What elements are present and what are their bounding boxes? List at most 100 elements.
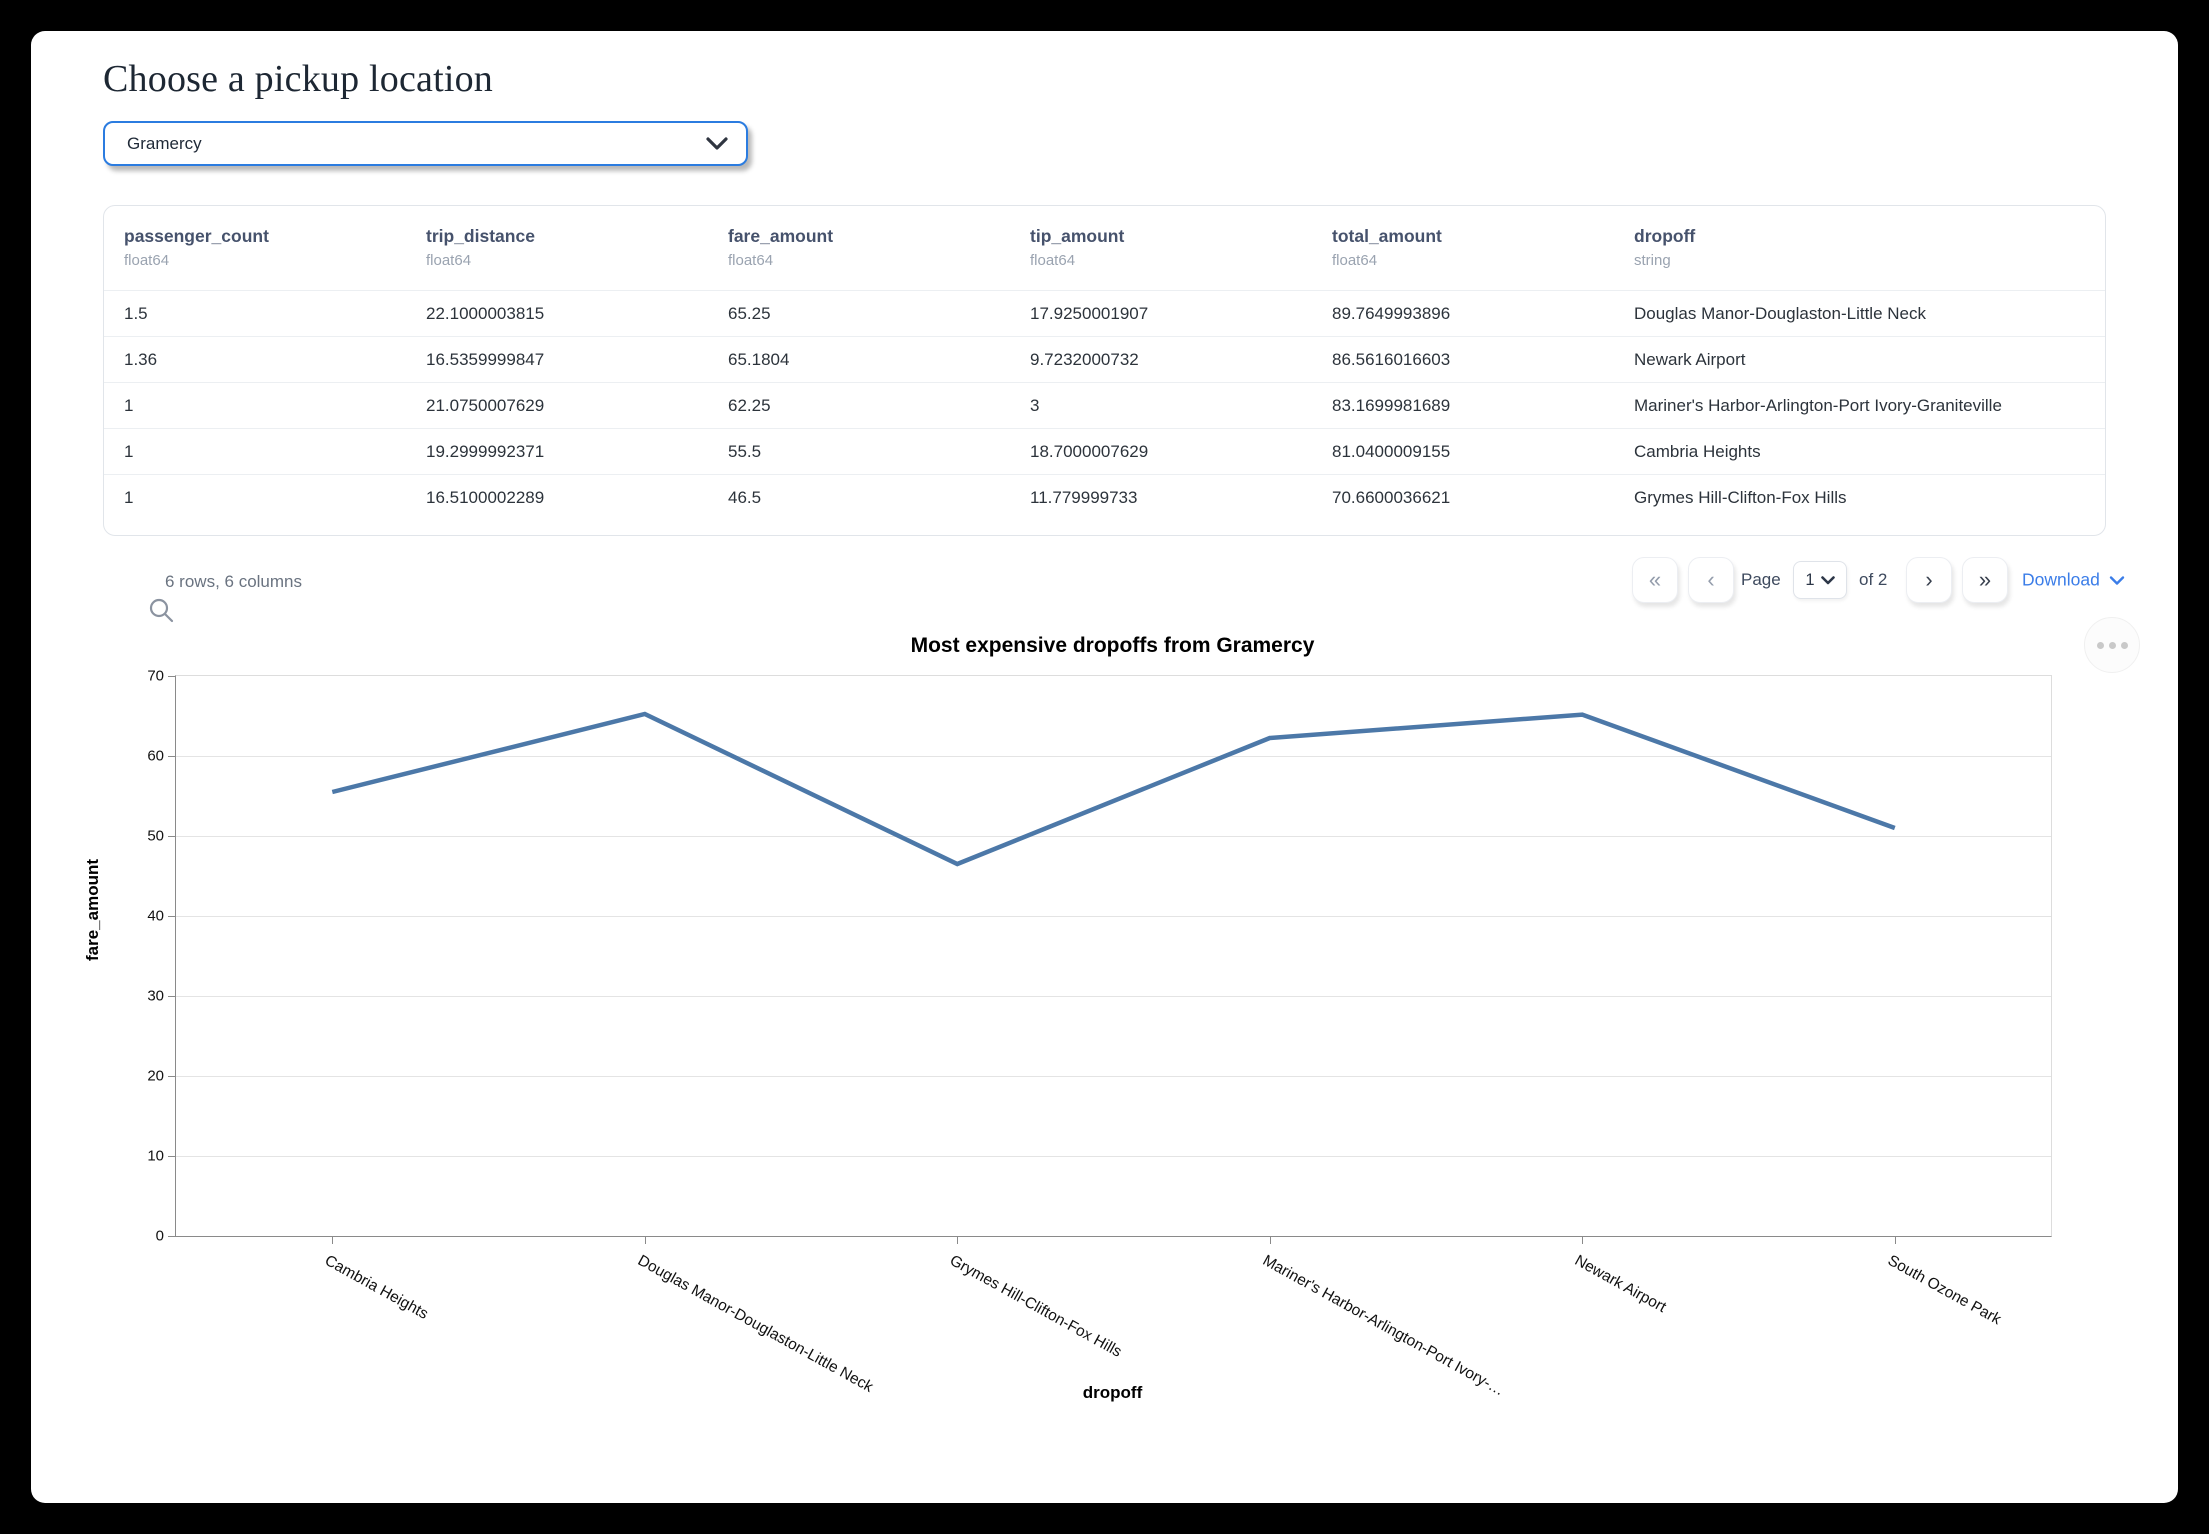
previous-page-icon: ‹	[1707, 567, 1715, 592]
y-axis-tick-label: 60	[147, 747, 164, 765]
first-page-icon: «	[1648, 567, 1662, 592]
table-cell: 16.5359999847	[426, 349, 545, 369]
table-summary: 6 rows, 6 columns	[165, 572, 302, 591]
table-cell: 21.0750007629	[426, 395, 545, 415]
table-cell: Newark Airport	[1634, 349, 1746, 369]
column-dtype: float64	[1332, 252, 1378, 269]
column-header-trip_distance[interactable]: trip_distance float64	[426, 226, 728, 290]
previous-page-button[interactable]: ‹	[1688, 557, 1734, 603]
pickup-location-select[interactable]: Gramercy	[103, 121, 748, 166]
line-series	[331, 711, 1896, 867]
x-axis-tick-label: Douglas Manor-Douglaston-Little Neck	[634, 1252, 876, 1396]
chart-plot-area: 0 10 20 30 40 50 60 70 Cambria Heights Douglas Ma…	[147, 668, 2052, 1399]
gridline	[176, 916, 2051, 917]
table-cell: 1.36	[124, 349, 158, 369]
table-row[interactable]: 1 21.0750007629 62.25 3 83.1699981689 Mariner…	[104, 382, 2105, 428]
table-cell: 62.25	[728, 395, 771, 415]
next-page-button[interactable]: ›	[1906, 557, 1952, 603]
table-cell: 70.6600036621	[1332, 487, 1451, 507]
table-cell: 11.779999733	[1030, 487, 1138, 507]
last-page-icon: »	[1978, 567, 1992, 592]
x-axis-title: dropoff	[1082, 1383, 1143, 1402]
x-axis-tick-label: Grymes Hill-Clifton-Fox Hills	[947, 1252, 1125, 1361]
column-name: fare_amount	[728, 226, 834, 246]
chart-title: Most expensive dropoffs from Gramercy	[910, 634, 1315, 657]
y-axis-tick	[168, 1156, 175, 1157]
search-icon[interactable]	[148, 597, 176, 630]
table-row[interactable]: 1.5 22.1000003815 65.25 17.9250001907 89.764…	[104, 290, 2105, 336]
table-cell: 3	[1030, 395, 1040, 415]
table-cell: 1	[124, 441, 134, 461]
pickup-location-value: Gramercy	[127, 133, 202, 153]
download-label: Download	[2022, 569, 2100, 590]
x-axis-tick	[957, 1237, 959, 1244]
ellipsis-icon	[2108, 641, 2116, 649]
column-header-total_amount[interactable]: total_amount float64	[1332, 226, 1634, 290]
gridline	[176, 1076, 2051, 1077]
y-axis-tick	[168, 996, 175, 997]
table-cell: 46.5	[728, 487, 762, 507]
table-cell: 19.2999992371	[426, 441, 545, 461]
y-axis-tick	[168, 1236, 175, 1237]
y-axis-tick-label: 0	[155, 1227, 164, 1245]
gridline	[176, 836, 2051, 837]
table-cell: Douglas Manor-Douglaston-Little Neck	[1634, 303, 1926, 323]
table-row[interactable]: 1.36 16.5359999847 65.1804 9.7232000732 86.5…	[104, 336, 2105, 382]
page-number-select[interactable]: 1	[1793, 561, 1847, 599]
table-cell: 65.1804	[728, 349, 790, 369]
y-axis-tick	[168, 836, 175, 837]
table-cell: 86.5616016603	[1332, 349, 1451, 369]
table-cell: 65.25	[728, 303, 771, 323]
x-axis-tick-label: Mariner's Harbor-Arlington-Port Ivory-…	[1259, 1252, 1507, 1400]
chart-menu-button[interactable]	[2084, 617, 2140, 673]
last-page-button[interactable]: »	[1962, 557, 2008, 603]
y-axis-tick-label: 40	[147, 907, 164, 925]
table-cell: 1.5	[124, 303, 148, 323]
y-axis-tick	[168, 1076, 175, 1077]
y-axis-tick-label: 20	[147, 1067, 164, 1085]
y-axis-tick-label: 50	[147, 827, 164, 845]
table-header-row: passenger_count float64 trip_distance float…	[104, 206, 2105, 290]
column-header-dropoff[interactable]: dropoff string	[1634, 226, 2105, 290]
page-of-label: of 2	[1859, 570, 1888, 589]
column-dtype: float64	[124, 252, 170, 269]
x-axis-tick	[332, 1237, 334, 1244]
y-axis-tick	[168, 756, 175, 757]
column-header-fare_amount[interactable]: fare_amount float64	[728, 226, 1030, 290]
column-header-passenger_count[interactable]: passenger_count float64	[124, 226, 426, 290]
page-label: Page	[1741, 570, 1781, 589]
y-axis-title: fare_amount	[83, 858, 102, 961]
x-axis-tick	[1582, 1237, 1584, 1244]
y-axis-tick	[168, 676, 175, 677]
y-axis-tick-label: 70	[147, 667, 164, 685]
column-header-tip_amount[interactable]: tip_amount float64	[1030, 226, 1332, 290]
x-axis-tick-label: Cambria Heights	[322, 1252, 432, 1323]
y-axis-tick-label: 10	[147, 1147, 164, 1165]
table-cell: 18.7000007629	[1030, 441, 1149, 461]
page-title: Choose a pickup location	[103, 58, 493, 100]
first-page-button[interactable]: «	[1632, 557, 1678, 603]
table-cell: 9.7232000732	[1030, 349, 1139, 369]
table-row[interactable]: 1 19.2999992371 55.5 18.7000007629 81.040000…	[104, 428, 2105, 474]
table-cell: 83.1699981689	[1332, 395, 1451, 415]
chevron-down-icon	[2109, 575, 2125, 585]
download-button[interactable]: Download	[2022, 570, 2125, 591]
table-cell: 81.0400009155	[1332, 441, 1451, 461]
x-axis-tick-label: Newark Airport	[1572, 1252, 1670, 1317]
column-name: trip_distance	[426, 226, 535, 246]
table-cell: 55.5	[728, 441, 762, 461]
column-dtype: float64	[1030, 252, 1076, 269]
column-name: total_amount	[1332, 226, 1442, 246]
table-cell: 1	[124, 487, 134, 507]
table-cell: Cambria Heights	[1634, 441, 1761, 461]
column-name: dropoff	[1634, 226, 1696, 246]
table-cell: Grymes Hill-Clifton-Fox Hills	[1634, 487, 1847, 507]
table-body: 1.5 22.1000003815 65.25 17.9250001907 89.764…	[104, 290, 2105, 520]
app-card: Choose a pickup location Gramercy passen…	[31, 31, 2178, 1503]
column-name: passenger_count	[124, 226, 269, 246]
x-axis-tick-label: South Ozone Park	[1884, 1252, 2004, 1329]
column-dtype: string	[1634, 252, 1671, 269]
table-row[interactable]: 1 16.5100002289 46.5 11.779999733 70.6600036…	[104, 474, 2105, 520]
page-number-value: 1	[1805, 570, 1815, 589]
chevron-down-icon	[706, 136, 728, 151]
